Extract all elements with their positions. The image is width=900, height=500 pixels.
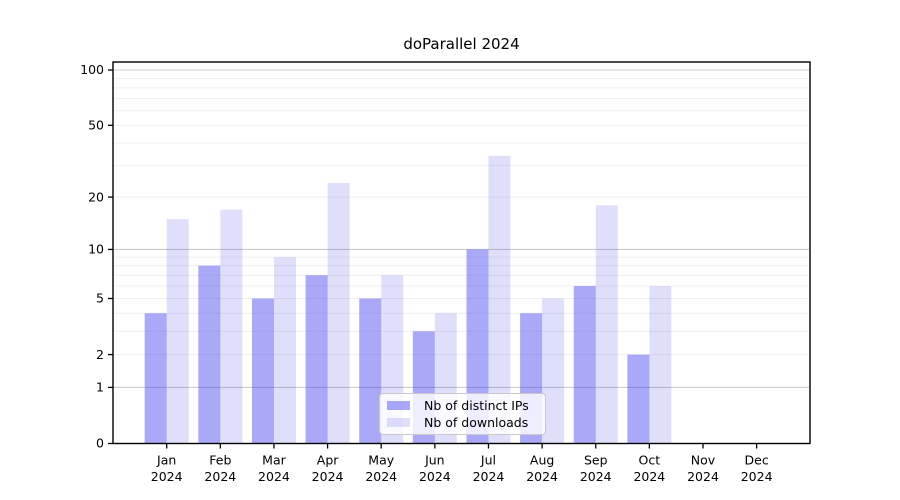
bar-downloads-sep bbox=[595, 205, 618, 444]
bar-distinct-ips-apr bbox=[305, 275, 328, 444]
y-tick-label: 20 bbox=[88, 189, 104, 204]
x-tick-label: Oct 2024 bbox=[633, 453, 665, 485]
bar-downloads-feb bbox=[220, 209, 243, 444]
bar-downloads-oct bbox=[649, 286, 672, 444]
bar-downloads-apr bbox=[327, 182, 350, 444]
y-tick-label: 10 bbox=[88, 242, 104, 257]
bar-distinct-ips-mar bbox=[251, 298, 274, 444]
x-tick-label: Feb 2024 bbox=[204, 453, 236, 485]
bar-distinct-ips-oct bbox=[627, 354, 650, 444]
y-tick-label: 5 bbox=[96, 291, 104, 306]
x-tick-label: Mar 2024 bbox=[258, 453, 290, 485]
x-tick-label: Sep 2024 bbox=[580, 453, 612, 485]
legend-label-downloads: Nb of downloads bbox=[424, 415, 529, 430]
bar-distinct-ips-sep bbox=[573, 286, 596, 444]
legend: Nb of distinct IPs Nb of downloads bbox=[379, 393, 546, 435]
legend-swatch-downloads-icon bbox=[387, 418, 410, 427]
x-tick-label: Aug 2024 bbox=[526, 453, 558, 485]
x-tick-label: Jan 2024 bbox=[151, 453, 183, 485]
bar-downloads-aug bbox=[542, 298, 565, 444]
legend-swatch-distinct-ips-icon bbox=[387, 401, 410, 410]
x-tick-label: May 2024 bbox=[365, 453, 397, 485]
x-tick-label: Dec 2024 bbox=[741, 453, 773, 485]
legend-item-distinct-ips: Nb of distinct IPs bbox=[387, 398, 538, 413]
y-tick-label: 2 bbox=[96, 347, 104, 362]
legend-label-distinct-ips: Nb of distinct IPs bbox=[424, 398, 529, 413]
plot-box bbox=[112, 61, 811, 445]
bar-distinct-ips-may bbox=[359, 298, 382, 444]
chart-title: doParallel 2024 bbox=[403, 35, 520, 53]
x-tick-label: Jul 2024 bbox=[473, 453, 505, 485]
bar-downloads-mar bbox=[273, 257, 296, 444]
bar-distinct-ips-feb bbox=[198, 265, 221, 444]
bar-distinct-ips-jan bbox=[144, 313, 167, 444]
x-tick-label: Jun 2024 bbox=[419, 453, 451, 485]
y-tick-label: 50 bbox=[88, 117, 104, 132]
x-tick-label: Nov 2024 bbox=[687, 453, 719, 485]
bar-downloads-jul bbox=[488, 155, 511, 444]
y-tick-label: 100 bbox=[80, 62, 104, 77]
y-tick-label: 1 bbox=[96, 380, 104, 395]
y-tick-label: 0 bbox=[96, 436, 104, 451]
legend-item-downloads: Nb of downloads bbox=[387, 415, 538, 430]
x-tick-label: Apr 2024 bbox=[312, 453, 344, 485]
bar-downloads-jan bbox=[166, 219, 189, 444]
